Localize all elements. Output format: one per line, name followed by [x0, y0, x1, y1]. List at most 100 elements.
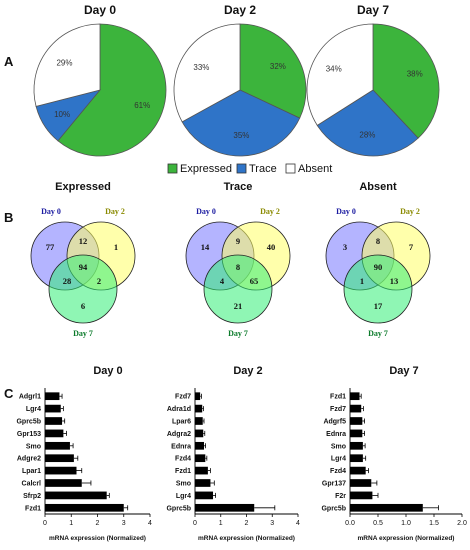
category-label: Gprc5b — [321, 505, 346, 512]
category-label: Fzd7 — [175, 394, 191, 401]
x-tick-label: 0.0 — [345, 520, 355, 527]
legend-swatch — [236, 163, 247, 174]
pie-slice-label: 34% — [326, 64, 342, 73]
pie-slice-expressed — [372, 23, 440, 139]
bar-chart-1: Day 0 Adgrl1 Lgr4 Gprc5b Gpr153 Smo Adgre2 Lpar… — [16, 365, 152, 542]
bar-fzd7 — [195, 392, 201, 401]
bar-f2r — [350, 491, 373, 500]
pie-slice-label: 61% — [134, 101, 150, 110]
bar-smo — [195, 479, 211, 487]
category-label: Gprc5b — [16, 419, 41, 426]
category-label: Adgrf5 — [323, 419, 346, 426]
venn-set-label-day2: Day 2 — [105, 207, 125, 216]
venn-region-d0d7: 1 — [360, 276, 364, 286]
bar-calcrl — [45, 479, 82, 487]
legend-item-absent: Absent — [285, 163, 332, 175]
venn-set-label-day0: Day 0 — [336, 207, 356, 216]
category-label: Sfrp2 — [23, 493, 41, 500]
panel-label-b: B — [4, 210, 13, 225]
pie-title: Day 2 — [224, 3, 256, 17]
legend-swatch — [285, 163, 296, 174]
venn-region-d0: 77 — [46, 242, 55, 252]
bar-chart-title: Day 0 — [93, 365, 122, 377]
bar-lgr4 — [195, 491, 214, 500]
venn-title: Expressed — [55, 181, 111, 193]
category-label: Adra1d — [167, 406, 191, 413]
bar-adra1d — [195, 404, 203, 413]
category-label: Fzd1 — [25, 505, 41, 512]
venn-title: Trace — [224, 181, 253, 193]
venn-region-d0d7: 28 — [63, 276, 72, 286]
category-label: Smo — [176, 481, 191, 488]
bar-gprc5b — [45, 417, 63, 425]
pie-slice-absent — [306, 23, 374, 126]
x-tick-label: 1.0 — [401, 520, 411, 527]
x-tick-label: 0.5 — [373, 520, 383, 527]
bar-adgre2 — [45, 454, 74, 463]
venn-region-d2d7: 13 — [390, 276, 399, 286]
x-tick-label: 1 — [69, 520, 73, 527]
bar-fzd1 — [350, 392, 360, 401]
pie-slice-label: 32% — [270, 62, 286, 71]
pie-slice-absent — [173, 23, 241, 123]
bar-fzd7 — [350, 404, 362, 413]
bar-fzd1 — [45, 503, 124, 512]
pie-title: Day 0 — [84, 3, 116, 17]
venn-region-d0: 14 — [201, 242, 210, 252]
category-label: Lgr4 — [331, 456, 346, 463]
category-label: Gpr153 — [17, 431, 41, 438]
category-label: Smo — [331, 443, 346, 450]
legend-swatch — [167, 163, 178, 174]
pie-slice-label: 33% — [193, 63, 209, 72]
category-label: Lpar6 — [172, 419, 191, 426]
pie-legend: Expressed Trace Absent — [167, 163, 332, 175]
venn-3: Absent Day 0 Day 2 Day 7 3 7 8 1 13 90 17 — [325, 181, 431, 338]
x-axis-label: mRNA expression (Normalized) — [198, 535, 295, 542]
category-label: Adgrl1 — [19, 394, 41, 401]
bar-chart-title: Day 2 — [233, 365, 262, 377]
bar-adgrf5 — [350, 417, 363, 425]
bar-gprc5b — [350, 503, 423, 512]
bar-sfrp2 — [45, 491, 107, 500]
venn-circle-day7 — [343, 254, 413, 324]
venn-set-label-day7: Day 7 — [368, 329, 388, 338]
category-label: Adgra2 — [167, 431, 191, 438]
category-label: Ednra — [326, 431, 346, 438]
bar-gprc5b — [195, 503, 255, 512]
category-label: Fzd4 — [330, 468, 346, 475]
pie-slice-label: 38% — [407, 70, 423, 79]
legend-item-expressed: Expressed — [167, 163, 232, 175]
venn-region-all: 8 — [236, 262, 240, 272]
venn-2: Trace Day 0 Day 2 Day 7 14 40 9 4 65 8 21 — [185, 181, 291, 338]
bar-lgr4 — [45, 404, 61, 413]
panel-label-a: A — [4, 54, 14, 69]
x-tick-label: 0 — [193, 520, 197, 527]
venn-region-d2d7: 2 — [97, 276, 101, 286]
pie-slice-label: 10% — [54, 110, 70, 119]
pie-slice-label: 29% — [56, 59, 72, 68]
category-label: Gprc5b — [166, 505, 191, 512]
venn-1: Expressed Day 0 Day 2 Day 7 77 1 12 28 2 94 6 — [30, 181, 136, 338]
bar-lgr4 — [350, 454, 363, 463]
venn-circle-day7 — [203, 254, 273, 324]
venn-region-d2d7: 65 — [250, 276, 259, 286]
bar-adgra2 — [195, 429, 204, 438]
venn-region-d2: 7 — [409, 242, 414, 252]
venn-region-all: 94 — [79, 262, 88, 272]
bar-smo — [350, 441, 363, 450]
x-tick-label: 1.5 — [429, 520, 439, 527]
venn-region-d2: 40 — [267, 242, 276, 252]
venn-region-d7: 21 — [234, 301, 243, 311]
category-label: Gpr137 — [322, 481, 346, 488]
bar-lpar6 — [195, 417, 203, 425]
category-label: Lgr4 — [26, 406, 41, 413]
category-label: Ednra — [171, 443, 191, 450]
venn-region-d0d7: 4 — [220, 276, 225, 286]
bar-chart-title: Day 7 — [389, 365, 418, 377]
venn-circle-day7 — [48, 254, 118, 324]
category-label: Lpar1 — [22, 468, 41, 475]
bar-adgrl1 — [45, 392, 60, 401]
bar-gpr137 — [350, 479, 372, 487]
venn-region-d0d2: 12 — [79, 236, 88, 246]
